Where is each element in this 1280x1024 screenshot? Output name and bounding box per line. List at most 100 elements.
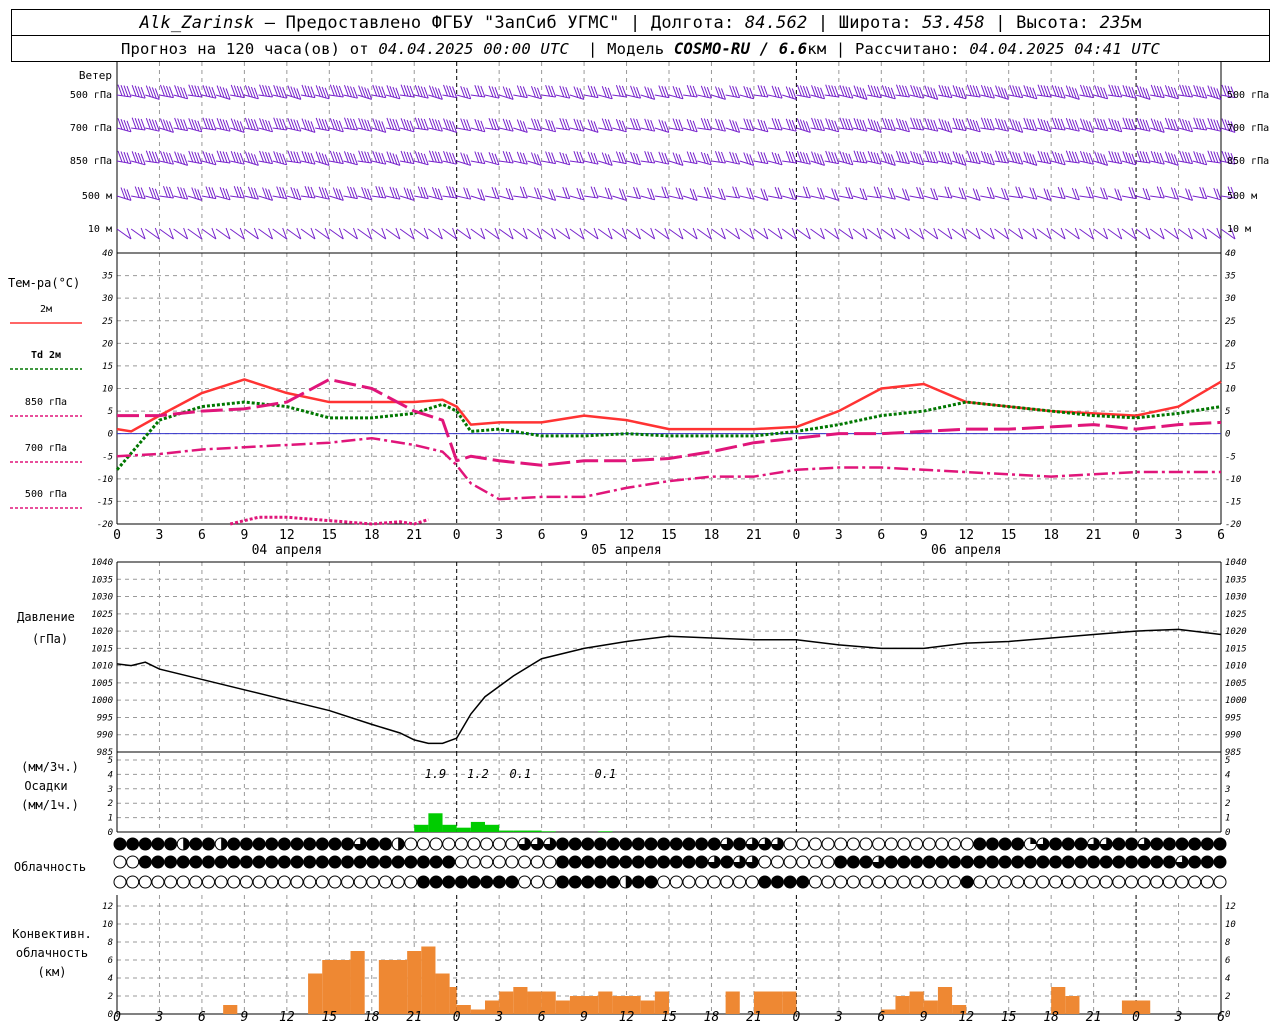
wind-barb-feather	[1051, 151, 1057, 163]
wind-barb-shaft	[1135, 228, 1151, 240]
wind-barb-feather	[1221, 150, 1227, 163]
wind-barb-feather	[367, 151, 373, 164]
temp-xtick-label: 0	[453, 528, 461, 543]
cloud-symbol	[505, 855, 519, 869]
wind-barb-shaft	[1051, 94, 1066, 99]
wind-barb-shaft	[371, 228, 387, 240]
wind-barb-shaft	[1065, 228, 1080, 240]
wind-barb-shaft	[215, 94, 231, 100]
wind-barb-shaft	[201, 94, 217, 99]
wind-barb-shaft	[116, 195, 132, 201]
wind-barb-feather	[329, 150, 335, 163]
cloud-fill	[720, 856, 733, 868]
temp-legend-label: 500 гПа	[25, 489, 67, 500]
wind-barb-feather	[423, 87, 429, 99]
wind-barb-feather	[881, 85, 887, 97]
wind-barb-feather	[834, 227, 840, 240]
wind-barb-feather	[134, 152, 140, 164]
wind-barb-feather	[802, 186, 808, 198]
wind-barb-shaft	[385, 228, 401, 240]
wind-barb-feather	[253, 154, 259, 166]
wind-barb-shaft	[1093, 195, 1108, 200]
cloud-symbol	[947, 837, 961, 851]
wind-barb-feather	[791, 188, 797, 200]
wind-barb-shaft	[1220, 195, 1236, 199]
wind-barb-shaft	[598, 160, 613, 166]
wind-barb-feather	[763, 189, 769, 201]
wind-barb-feather	[590, 120, 596, 132]
wind-barb-feather	[746, 86, 752, 99]
wind-barb-shaft	[711, 94, 726, 100]
wind-barb-feather	[551, 227, 557, 240]
cloud-fill	[1011, 856, 1024, 868]
cloud-symbol	[480, 855, 494, 869]
cloud-fill	[1150, 838, 1163, 850]
wind-barb-shaft	[1036, 228, 1052, 240]
wind-barb-feather	[1142, 187, 1148, 200]
wind-barb-feather	[901, 119, 907, 132]
wind-barb-feather	[367, 188, 373, 200]
wind-barb-feather	[1029, 187, 1035, 199]
wind-barb-shaft	[584, 195, 599, 199]
wind-barb-feather	[601, 86, 607, 98]
wind-barb-feather	[938, 118, 944, 130]
wind-barb-feather	[1173, 188, 1179, 200]
wind-barb-feather	[519, 85, 525, 98]
wind-barb-shaft	[1050, 228, 1066, 240]
wind-barb-feather	[343, 84, 349, 97]
alt-label: | Высота:	[984, 13, 1100, 33]
wind-barb-feather	[389, 186, 395, 198]
wind-barb-feather	[296, 227, 302, 240]
wind-barb-feather	[1156, 186, 1162, 198]
wind-barb-shaft	[442, 127, 457, 133]
wind-barb-feather	[389, 118, 395, 130]
cloud-fill	[1188, 838, 1201, 850]
wind-barb-feather	[828, 84, 834, 97]
wind-barb-feather	[460, 118, 466, 130]
wind-barb-feather	[1227, 186, 1233, 198]
conv-xtick-label: 18	[704, 1010, 720, 1024]
cloud-fill	[543, 838, 556, 850]
wind-barb-feather	[947, 186, 953, 199]
wind-barb-feather	[191, 84, 197, 97]
wind-barb-shaft	[980, 228, 995, 240]
cloud-symbol	[416, 837, 430, 851]
wind-barb-feather	[239, 186, 245, 199]
wind-barb-feather	[1170, 86, 1176, 99]
wind-barb-feather	[491, 186, 497, 199]
cloud-fill	[834, 856, 847, 868]
wind-barb-feather	[746, 118, 752, 131]
wind-barb-shaft	[909, 127, 924, 131]
wind-barb-feather	[1094, 117, 1100, 130]
wind-barb-feather	[1210, 86, 1216, 98]
wind-barb-shaft	[951, 160, 967, 166]
pressure-ytick-right: 1010	[1225, 662, 1247, 672]
wind-barb-shaft	[668, 127, 684, 132]
wind-barb-feather	[1015, 85, 1021, 98]
wind-barb-shaft	[612, 127, 627, 133]
wind-barb-feather	[1193, 84, 1199, 97]
wind-barb-feather	[443, 118, 449, 130]
wind-barb-feather	[732, 85, 738, 98]
wind-barb-shaft	[145, 195, 160, 201]
wind-barb-feather	[494, 153, 500, 165]
wind-barb-shaft	[796, 127, 811, 133]
wind-barb-feather	[842, 117, 848, 130]
wind-barb-shaft	[725, 127, 740, 133]
wind-barb-feather	[777, 187, 783, 199]
wind-barb-shaft	[683, 127, 698, 133]
wind-barb-shaft	[1008, 127, 1023, 133]
temp-xtick-label: 15	[321, 528, 337, 543]
wind-barb-shaft	[1093, 228, 1108, 240]
wind-barb-feather	[1230, 86, 1236, 98]
cloud-fill	[594, 838, 607, 850]
wind-barb-shaft	[951, 228, 967, 240]
wind-barb-feather	[1164, 85, 1170, 97]
conv-bar	[485, 1000, 500, 1014]
wind-barb-feather	[1001, 151, 1007, 163]
cloud-symbol	[1137, 875, 1151, 889]
wind-barb-feather	[904, 227, 910, 240]
wind-barb-feather	[202, 84, 208, 97]
wind-barb-feather	[329, 84, 335, 96]
wind-barb-feather	[717, 187, 723, 200]
